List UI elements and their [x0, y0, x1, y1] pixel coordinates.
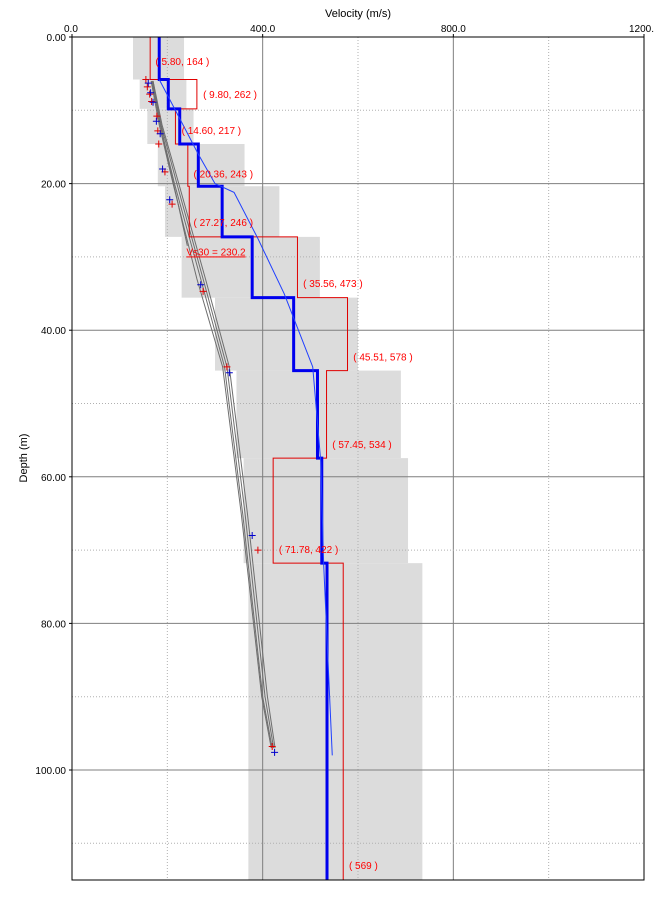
blue-marker	[159, 165, 167, 173]
blue-marker	[149, 98, 157, 106]
annotation-label-9: ( 57.45, 534 )	[332, 440, 391, 451]
blue-velocity-profile	[157, 37, 329, 880]
blue-marker	[248, 531, 256, 539]
x-axis-ticks: 0.0 400.0 800.0 1200.	[64, 24, 654, 37]
red-marker	[168, 200, 176, 208]
thin-blue-curve	[158, 79, 333, 756]
blue-marker	[147, 89, 155, 97]
blue-marker	[225, 369, 233, 377]
dispersion-curve-gray-short	[152, 80, 188, 247]
y-tick-label: 0.00	[47, 33, 67, 44]
blue-profile-line	[157, 37, 329, 880]
annotation-label-3: ( 14.60, 217 )	[182, 126, 241, 137]
x-tick-label: 400.0	[250, 24, 275, 35]
annotation-label-4: ( 20.36, 243 )	[194, 170, 253, 181]
y-tick-label: 80.00	[41, 619, 66, 630]
red-marker	[155, 140, 163, 148]
red-marker	[254, 546, 262, 554]
x-tick-label: 1200.	[629, 24, 654, 35]
annotation-label-7: ( 35.56, 473 )	[303, 279, 362, 290]
red-marker	[148, 98, 156, 106]
blue-marker	[166, 196, 174, 204]
uncertainty-band-7	[215, 297, 358, 371]
annotation-label-10: ( 71.78, 422 )	[279, 545, 338, 556]
dispersion-curve-gray-3	[152, 80, 276, 749]
blue-marker	[197, 281, 205, 289]
red-marker	[143, 83, 151, 91]
red-marker	[223, 363, 231, 371]
uncertainty-band-3	[147, 108, 194, 145]
dispersion-curve-gray-4	[150, 80, 272, 749]
y-axis-title: Depth (m)	[18, 434, 30, 483]
dispersion-curves	[150, 80, 276, 749]
annotations: ( 5.80, 164 ) ( 9.80, 262 ) ( 14.60, 217 )…	[155, 57, 412, 872]
x-axis-title: Velocity (m/s)	[325, 8, 391, 20]
red-marker	[268, 743, 276, 751]
x-tick-label: 800.0	[441, 24, 466, 35]
y-tick-label: 20.00	[41, 180, 66, 191]
gridlines	[72, 37, 644, 880]
dispersion-curve-gray-2	[151, 80, 275, 749]
annotation-label-5: ( 27.27, 246 )	[194, 218, 253, 229]
annotation-label-8: ( 45.51, 578 )	[353, 352, 412, 363]
red-marker	[146, 90, 154, 98]
y-tick-label: 100.00	[35, 766, 66, 777]
red-marker	[199, 287, 207, 295]
data-markers	[142, 76, 279, 756]
red-marker	[142, 76, 150, 84]
thin-blue-curve-line	[158, 79, 333, 756]
blue-marker	[144, 79, 152, 87]
y-tick-label: 40.00	[41, 326, 66, 337]
annotation-label-11: ( 569 )	[349, 861, 378, 872]
y-tick-label: 60.00	[41, 473, 66, 484]
plot-frame	[71, 36, 645, 881]
uncertainty-band-10	[248, 563, 423, 880]
y-axis-ticks: 0.00 20.00 40.00 60.00 80.00 100.00	[35, 33, 72, 777]
blue-marker	[152, 117, 160, 125]
x-tick-label: 0.0	[64, 24, 78, 35]
annotation-label-2: ( 9.80, 262 )	[203, 90, 257, 101]
annotation-label-1: ( 5.80, 164 )	[155, 57, 209, 68]
blue-marker	[156, 130, 164, 138]
blue-marker	[271, 748, 279, 756]
uncertainty-band-9	[243, 458, 409, 564]
annotation-label-6: Vs30 = 230.2	[186, 247, 246, 258]
